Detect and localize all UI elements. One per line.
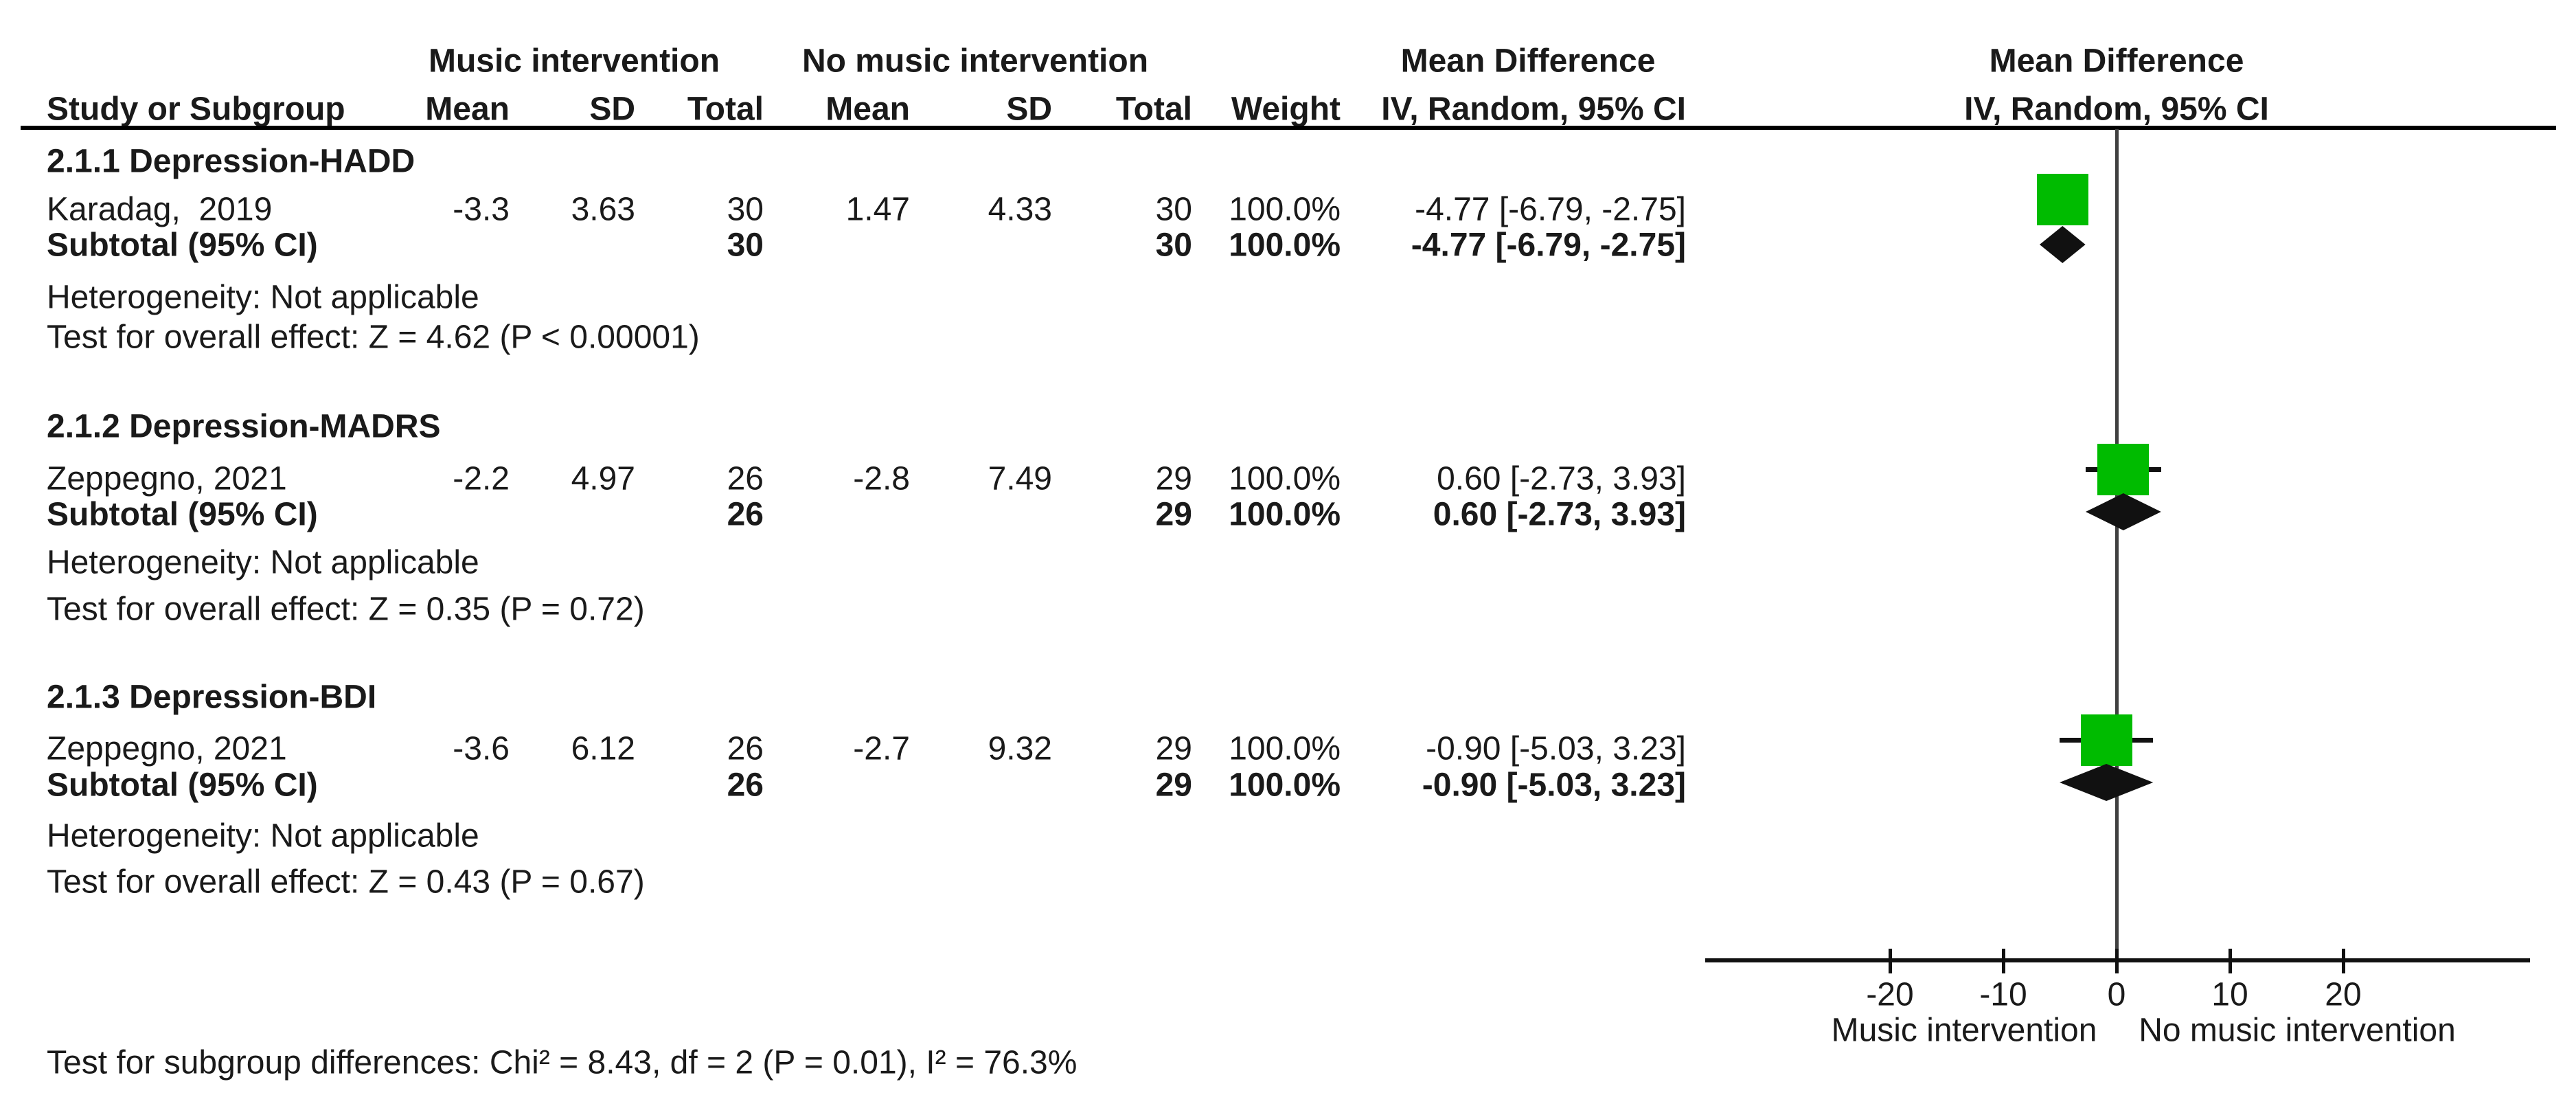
- axis-label-favours-no-music: No music intervention: [2139, 1012, 2456, 1049]
- study-mean-no-music: -2.7: [853, 730, 910, 767]
- study-label: Karadag, 2019: [47, 191, 273, 228]
- subgroup-title: 2.1.2 Depression-MADRS: [47, 408, 441, 445]
- study-sd-no-music: 7.49: [988, 460, 1052, 497]
- axis-tick-label: 20: [2325, 976, 2362, 1013]
- study-total-music: 26: [727, 730, 764, 767]
- subtotal-label: Subtotal (95% CI): [47, 496, 318, 533]
- study-total-music: 26: [727, 460, 764, 497]
- subtotal-total-no-music: 29: [1155, 496, 1192, 533]
- subtotal-diamond: [2085, 493, 2161, 530]
- axis-tick: [1888, 949, 1892, 973]
- study-sd-music: 3.63: [571, 191, 635, 228]
- study-sd-music: 4.97: [571, 460, 635, 497]
- subtotal-label: Subtotal (95% CI): [47, 767, 318, 804]
- column-header-weight: Weight: [1231, 91, 1341, 128]
- subtotal-label: Subtotal (95% CI): [47, 227, 318, 264]
- subgroup-title: 2.1.3 Depression-BDI: [47, 679, 377, 716]
- column-header-mean-music: Mean: [425, 91, 510, 128]
- subtotal-total-no-music: 30: [1155, 227, 1192, 264]
- heterogeneity-text: Heterogeneity: Not applicable: [47, 279, 479, 316]
- axis-tick: [2341, 949, 2345, 973]
- effect-square: [2036, 173, 2088, 225]
- column-header-iv-random-ci: IV, Random, 95% CI: [1381, 91, 1686, 128]
- study-label: Zeppegno, 2021: [47, 730, 287, 767]
- subtotal-total-music: 26: [727, 767, 764, 804]
- axis-tick-label: -20: [1866, 976, 1914, 1013]
- effect-square: [2080, 714, 2132, 766]
- subtotal-ci-text: -4.77 [-6.79, -2.75]: [1411, 227, 1686, 264]
- study-weight: 100.0%: [1229, 730, 1341, 767]
- study-ci-text: -4.77 [-6.79, -2.75]: [1415, 191, 1686, 228]
- axis-tick: [2228, 949, 2232, 973]
- column-header-total-music: Total: [687, 91, 764, 128]
- overall-effect-text: Test for overall effect: Z = 0.43 (P = 0…: [47, 864, 645, 901]
- heterogeneity-text: Heterogeneity: Not applicable: [47, 544, 479, 581]
- effect-square: [2097, 443, 2150, 495]
- plot-title-mean-difference: Mean Difference: [1989, 43, 2244, 80]
- study-weight: 100.0%: [1229, 191, 1341, 228]
- axis-tick-label: -10: [1979, 976, 2027, 1013]
- study-sd-no-music: 4.33: [988, 191, 1052, 228]
- column-header-sd-music: SD: [589, 91, 635, 128]
- study-ci-text: 0.60 [-2.73, 3.93]: [1437, 460, 1686, 497]
- subgroup-title: 2.1.1 Depression-HADD: [47, 143, 415, 180]
- subtotal-ci-text: 0.60 [-2.73, 3.93]: [1433, 496, 1686, 533]
- column-header-sd-no-music: SD: [1006, 91, 1052, 128]
- study-mean-music: -2.2: [453, 460, 510, 497]
- header-divider-line: [21, 126, 2556, 130]
- study-total-no-music: 29: [1155, 730, 1192, 767]
- axis-tick-label: 0: [2107, 976, 2126, 1013]
- subgroup-differences-test-text: Test for subgroup differences: Chi² = 8.…: [47, 1044, 1078, 1081]
- column-header-mean-no-music: Mean: [825, 91, 910, 128]
- study-mean-music: -3.3: [453, 191, 510, 228]
- subtotal-total-music: 30: [727, 227, 764, 264]
- plot-subtitle-iv-random-ci: IV, Random, 95% CI: [1964, 91, 2269, 128]
- subtotal-weight: 100.0%: [1229, 227, 1341, 264]
- zero-effect-line: [2115, 129, 2119, 960]
- study-ci-text: -0.90 [-5.03, 3.23]: [1426, 730, 1686, 767]
- column-group-mean-difference: Mean Difference: [1400, 43, 1656, 80]
- column-header-study-or-subgroup: Study or Subgroup: [47, 91, 345, 128]
- subtotal-total-no-music: 29: [1155, 767, 1192, 804]
- subtotal-weight: 100.0%: [1229, 767, 1341, 804]
- subtotal-ci-text: -0.90 [-5.03, 3.23]: [1422, 767, 1686, 804]
- study-weight: 100.0%: [1229, 460, 1341, 497]
- axis-tick: [2115, 949, 2119, 973]
- overall-effect-text: Test for overall effect: Z = 0.35 (P = 0…: [47, 591, 645, 628]
- study-mean-music: -3.6: [453, 730, 510, 767]
- axis-label-favours-music: Music intervention: [1831, 1012, 2097, 1049]
- study-sd-no-music: 9.32: [988, 730, 1052, 767]
- heterogeneity-text: Heterogeneity: Not applicable: [47, 817, 479, 855]
- column-group-no-music-intervention: No music intervention: [801, 43, 1149, 80]
- subtotal-diamond: [2060, 764, 2154, 801]
- study-total-music: 30: [727, 191, 764, 228]
- study-mean-no-music: 1.47: [845, 191, 910, 228]
- axis-tick-label: 10: [2211, 976, 2248, 1013]
- study-mean-no-music: -2.8: [853, 460, 910, 497]
- study-total-no-music: 30: [1155, 191, 1192, 228]
- study-label: Zeppegno, 2021: [47, 460, 287, 497]
- axis-tick: [2001, 949, 2005, 973]
- overall-effect-text: Test for overall effect: Z = 4.62 (P < 0…: [47, 319, 700, 356]
- column-header-total-no-music: Total: [1115, 91, 1192, 128]
- column-group-music-intervention: Music intervention: [428, 43, 720, 80]
- subtotal-diamond: [2039, 226, 2086, 263]
- subtotal-weight: 100.0%: [1229, 496, 1341, 533]
- study-total-no-music: 29: [1155, 460, 1192, 497]
- study-sd-music: 6.12: [571, 730, 635, 767]
- subtotal-total-music: 26: [727, 496, 764, 533]
